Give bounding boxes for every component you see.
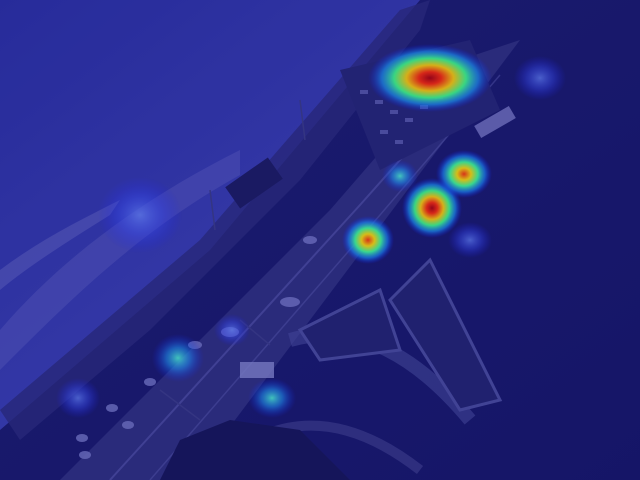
aerial-heatmap-image xyxy=(0,0,640,480)
blue-tint xyxy=(0,0,640,480)
